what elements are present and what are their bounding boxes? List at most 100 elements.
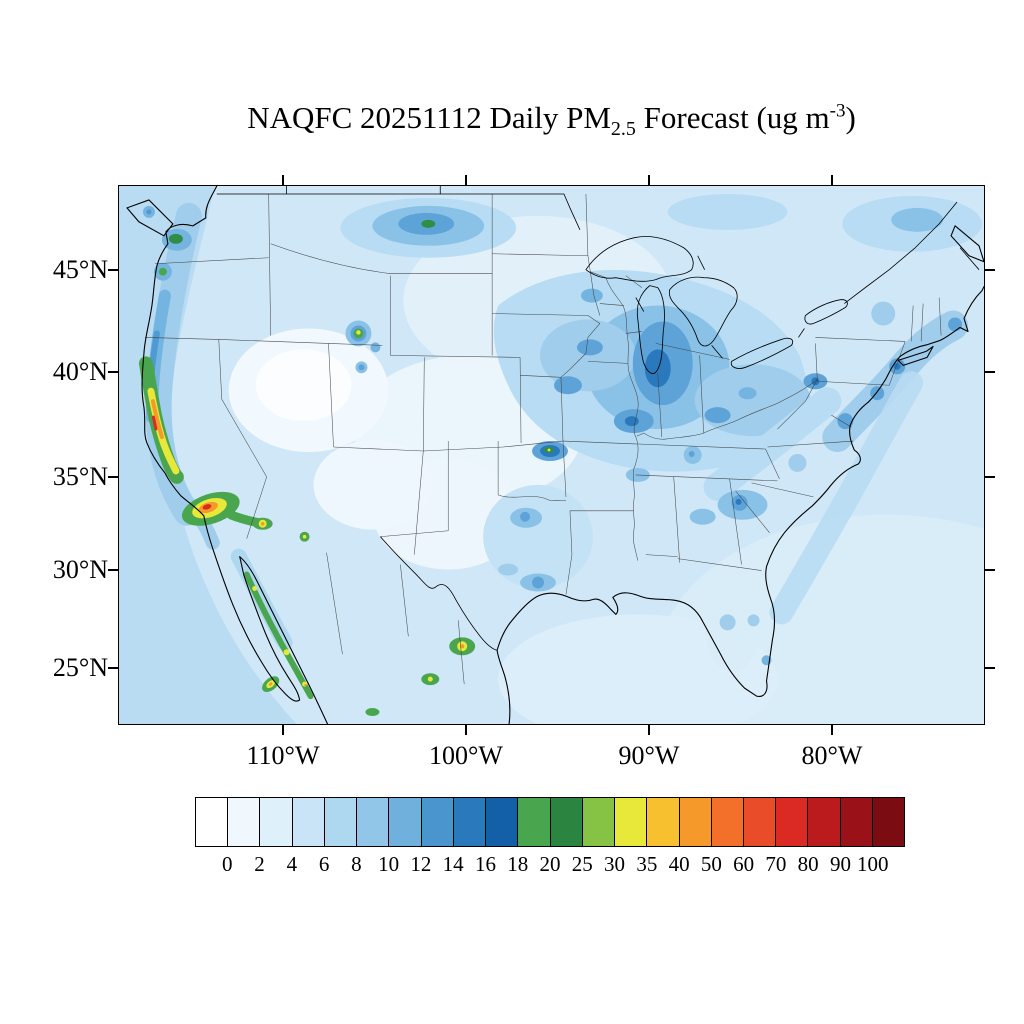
- colorbar-cell: [647, 798, 680, 846]
- colorbar-cell: [743, 798, 777, 846]
- colorbar-cell: [808, 798, 841, 846]
- title-text-2: Forecast (ug m: [635, 100, 830, 135]
- colorbar-tick-label: 60: [733, 852, 755, 876]
- lat-tick-left: [108, 371, 118, 373]
- colorbar-cell: [453, 798, 487, 846]
- lat-tick-right: [985, 269, 995, 271]
- lat-tick-label: 35°N: [52, 462, 108, 491]
- coastlines: [126, 186, 984, 724]
- colorbar-tick-label: 70: [765, 852, 787, 876]
- pm-hotspot-socal: [181, 491, 310, 542]
- lat-tick-left: [108, 269, 118, 271]
- gulf-atlantic-coast: [496, 286, 984, 724]
- pm-field: [119, 186, 984, 724]
- colorbar-cell: [196, 798, 229, 846]
- lake-michigan: [636, 285, 665, 374]
- colorbar: [195, 797, 905, 847]
- colorbar-tick-label: 25: [571, 852, 593, 876]
- colorbar-cell: [324, 798, 358, 846]
- lon-tick-label: 100°W: [429, 741, 503, 770]
- colorbar-cell: [357, 798, 390, 846]
- colorbar-tick-label: 0: [222, 852, 233, 876]
- colorbar-tick-label: 18: [507, 852, 529, 876]
- colorbar-tick-label: 14: [442, 852, 464, 876]
- colorbar-cell: [679, 798, 712, 846]
- lake-superior: [585, 236, 694, 282]
- pm-concentration-map: [119, 186, 984, 724]
- colorbar-tick-label: 8: [351, 852, 362, 876]
- colorbar-tick-label: 6: [318, 852, 330, 876]
- colorbar-cell: [582, 798, 616, 846]
- lat-tick-right: [985, 667, 995, 669]
- colorbar-cell: [486, 798, 519, 846]
- colorbar-cell: [776, 798, 809, 846]
- colorbar-tick-label: 20: [539, 852, 561, 876]
- lat-tick-label: 40°N: [52, 357, 108, 386]
- lat-tick-right: [985, 371, 995, 373]
- green-bay: [635, 297, 645, 312]
- lake-erie: [730, 337, 794, 369]
- pm-hotspot-pacnw: [142, 205, 192, 281]
- colorbar-cell: [228, 798, 261, 846]
- pm-plume-southeast: [625, 387, 842, 525]
- colorbar-tick-label: 12: [410, 852, 432, 876]
- colorbar-cell: [421, 798, 454, 846]
- lon-tick-top: [648, 175, 650, 185]
- colorbar-cell: [389, 798, 422, 846]
- pm-patch-florida: [704, 371, 924, 673]
- title-superscript: -3: [829, 100, 846, 122]
- lon-tick-label: 110°W: [246, 741, 320, 770]
- lon-tick-bottom: [465, 725, 467, 735]
- long-island: [897, 345, 934, 366]
- lat-tick-left: [108, 476, 118, 478]
- colorbar-cell: [518, 798, 551, 846]
- colorbar-tick-label: 100: [856, 852, 889, 876]
- lon-tick-bottom: [648, 725, 650, 735]
- pm-plume-east: [694, 301, 969, 453]
- lake-huron: [668, 276, 738, 347]
- colorbar-tick-label: 10: [378, 852, 400, 876]
- lat-tick-label: 30°N: [52, 555, 108, 584]
- colorbar-cell: [872, 798, 905, 846]
- figure-title: NAQFC 20251112 Daily PM2.5 Forecast (ug …: [118, 100, 985, 141]
- colorbar-tick-label: 40: [668, 852, 690, 876]
- colorbar-cell: [292, 798, 325, 846]
- colorbar-cell: [615, 798, 648, 846]
- nova-scotia: [950, 225, 984, 263]
- lat-tick-left: [108, 667, 118, 669]
- title-text-1: NAQFC 20251112 Daily PM: [247, 100, 611, 135]
- colorbar-tick-label: 30: [604, 852, 626, 876]
- title-text-3: ): [845, 100, 856, 135]
- colorbar-tick-label: 2: [254, 852, 265, 876]
- lat-tick-label: 45°N: [52, 255, 108, 284]
- great-lakes: [585, 236, 848, 374]
- country-borders: [216, 186, 980, 651]
- colorbar-tick-label: 80: [797, 852, 819, 876]
- colorbar-cell: [840, 798, 873, 846]
- lon-tick-label: 90°W: [618, 741, 680, 770]
- lat-tick-label: 25°N: [52, 653, 108, 682]
- colorbar-tick-label: 4: [286, 852, 298, 876]
- lat-tick-right: [985, 476, 995, 478]
- colorbar-cell: [711, 798, 744, 846]
- pm-hotspot-california-valley: [138, 356, 184, 484]
- lon-tick-top: [831, 175, 833, 185]
- colorbar-cell: [550, 798, 583, 846]
- vancouver-island: [126, 199, 174, 237]
- pacific-coast: [141, 186, 329, 724]
- state-borders: [144, 193, 942, 685]
- pm-hotspot-idaho: [345, 320, 381, 374]
- lon-tick-bottom: [831, 725, 833, 735]
- lat-tick-left: [108, 569, 118, 571]
- colorbar-tick-label: 35: [636, 852, 658, 876]
- lake-ontario: [804, 299, 848, 325]
- pm-plume-north: [340, 193, 983, 258]
- lon-tick-bottom: [282, 725, 284, 735]
- lon-tick-top: [465, 175, 467, 185]
- lon-tick-top: [282, 175, 284, 185]
- colorbar-cell: [260, 798, 293, 846]
- colorbar-tick-label: 16: [474, 852, 496, 876]
- colorbar-tick-label: 90: [829, 852, 851, 876]
- lat-tick-right: [985, 569, 995, 571]
